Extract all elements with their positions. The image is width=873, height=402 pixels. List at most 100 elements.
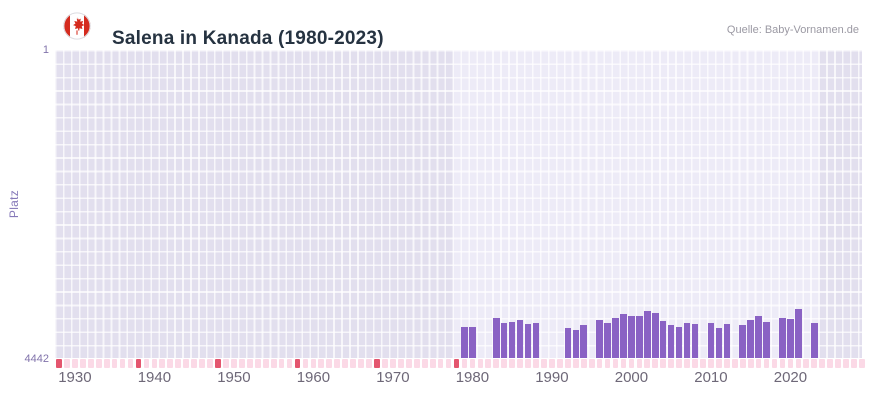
strip-cell [366,359,372,368]
strip-cell [739,359,746,368]
rank-bar-1986[interactable] [516,320,524,358]
rank-bar-1980[interactable] [469,327,476,358]
strip-cell [350,359,356,368]
rank-bar-2006[interactable] [675,327,683,358]
rank-bar-1997[interactable] [604,322,611,358]
strip-cell [509,359,516,368]
chart-header: Salena in Kanada (1980-2023) Quelle: Bab… [0,0,873,49]
rank-bar-1994[interactable] [580,325,587,358]
x-tick-label-1930: 1930 [58,369,92,386]
rank-bar-2012[interactable] [723,323,731,358]
rank-bar-2016[interactable] [755,316,762,358]
strip-cell [199,359,205,368]
strip-cell [127,359,134,368]
strip-cell [564,359,571,368]
strip-cell [286,359,293,368]
strip-cell [175,359,182,368]
strip-cell [716,359,722,368]
strip-milestone-cell [56,359,62,368]
x-tick-label-1970: 1970 [376,369,410,386]
strip-cell [811,359,818,368]
strip-cell [159,359,166,368]
strip-cell [382,359,388,368]
rank-bar-1987[interactable] [524,323,532,358]
strip-cell [437,359,444,368]
y-axis-max-tick: 1 [42,44,49,56]
x-tick-label-2010: 2010 [694,369,728,386]
strip-cell [262,359,269,368]
strip-milestone-cell [215,359,221,368]
source-label: Quelle: Baby-Vornamen.de [726,24,859,36]
rank-bar-2021[interactable] [795,309,802,358]
strip-cell [246,359,253,368]
rank-bar-2020[interactable] [787,319,794,358]
x-tick-label-1990: 1990 [535,369,569,386]
rank-bar-1998[interactable] [612,317,619,358]
rank-bar-2004[interactable] [659,321,667,358]
strip-cell [270,359,277,368]
rank-bar-1993[interactable] [572,330,580,358]
strip-cell [167,359,174,368]
strip-cell [851,359,857,368]
strip-milestone-cell [453,359,460,368]
rank-bar-2019[interactable] [779,317,786,358]
strip-cell [827,359,834,368]
strip-cell [405,359,412,368]
strip-cell [541,359,547,368]
rank-bar-1979[interactable] [461,326,468,358]
rank-bar-2011[interactable] [715,328,723,358]
x-tick-label-1950: 1950 [217,369,251,386]
rank-bar-1984[interactable] [500,323,508,358]
strip-cell [429,359,436,368]
rank-bar-2014[interactable] [739,325,746,358]
strip-cell [87,359,94,368]
strip-cell [700,359,706,368]
x-tick-label-2000: 2000 [614,369,649,386]
strip-cell [843,359,849,368]
grid-overlay [55,50,862,358]
strip-cell [191,359,197,368]
strip-cell [469,359,476,368]
strip-cell [302,359,309,368]
y-axis-min-tick: 4442 [24,353,49,365]
strip-cell [731,359,738,368]
strip-milestone-cell [294,359,301,368]
rank-bar-2007[interactable] [683,323,691,358]
rank-bar-1983[interactable] [493,317,500,358]
rank-bar-2005[interactable] [667,325,675,358]
rank-bar-1985[interactable] [508,321,516,358]
strip-cell [628,359,635,368]
strip-cell [421,359,428,368]
x-tick-label-1960: 1960 [296,369,331,386]
strip-milestone-cell [135,359,142,368]
rank-bar-1999[interactable] [620,314,627,358]
rank-bar-2015[interactable] [747,319,754,358]
strip-cell [390,359,396,368]
rank-bar-2008[interactable] [691,323,699,358]
strip-cell [501,359,508,368]
rank-bar-2001[interactable] [636,315,643,358]
rank-bar-1988[interactable] [532,322,540,358]
rank-bar-2002[interactable] [644,310,651,358]
strip-cell [620,359,627,368]
y-axis-title: Platz [7,189,21,219]
strip-cell [318,359,325,368]
rank-bar-2003[interactable] [652,313,659,358]
strip-cell [668,359,675,368]
rank-bar-2023[interactable] [811,323,818,358]
canada-flag-icon [63,12,91,40]
strip-cell [755,359,762,368]
strip-cell [612,359,619,368]
rank-bar-1996[interactable] [596,320,603,358]
rank-bar-2017[interactable] [763,321,770,358]
strip-cell [183,359,190,368]
strip-cell [835,359,841,368]
rank-bar-2010[interactable] [707,322,715,358]
strip-cell [310,359,317,368]
strip-cell [72,359,78,368]
rank-bar-1992[interactable] [564,328,572,358]
strip-cell [207,359,213,368]
strip-cell [238,359,245,368]
x-tick-label-1980: 1980 [455,369,490,386]
rank-bar-2000[interactable] [628,316,635,358]
